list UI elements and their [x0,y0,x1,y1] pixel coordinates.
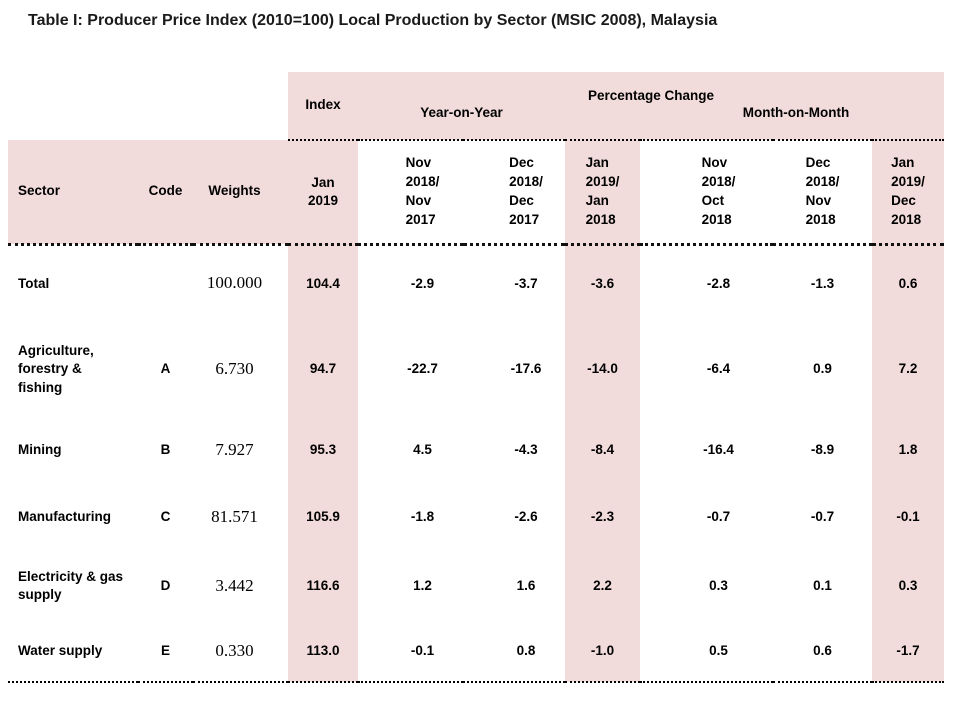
sector-cell: Agriculture, forestry & fishing [18,343,94,395]
mom-cell: 0.5 [640,622,773,683]
index-cell: 95.3 [288,417,358,484]
yoy-cell: -2.3 [565,484,640,550]
percentage-change-group-header: Percentage Change Year-on-Year Month-on-… [358,72,945,141]
weights-cell: 81.571 [211,506,258,526]
yoy-cell: 0.8 [463,622,565,683]
sector-cell: Electricity & gas supply [18,568,124,602]
sector-cell: Total [18,275,50,291]
mom-cell: 0.6 [773,622,872,683]
table-row-total: Total 100.000 104.4 -2.9 -3.7 -3.6 -2.8 … [8,244,945,322]
yoy-cell: 1.2 [413,577,432,593]
index-cell: 104.4 [288,244,358,322]
table-row-agriculture: Agriculture, forestry & fishing A 6.730 … [8,322,945,417]
yoy-cell: -14.0 [565,322,640,417]
mom-cell: 0.1 [813,577,832,593]
yoy-cell: -1.8 [410,508,435,524]
col-header-mom-jan: Jan 2019/ Dec 2018 [872,140,945,246]
yoy-cell: -17.6 [510,361,542,377]
sector-cell: Mining [18,442,62,458]
yoy-cell: -3.7 [514,275,538,291]
weights-cell: 3.442 [215,575,254,595]
mom-cell: -8.9 [810,442,835,458]
table-row-water: Water supply E 0.330 113.0 -0.1 0.8 -1.0… [8,622,945,683]
yoy-cell: -2.9 [410,275,435,291]
col-header-sector: Sector [8,140,138,246]
mom-cell: 0.6 [872,244,945,322]
table-row-manufacturing: Manufacturing C 81.571 105.9 -1.8 -2.6 -… [8,484,945,550]
col-header-code: Code [138,140,193,246]
weights-cell: 0.330 [193,622,288,683]
sector-cell: Water supply [8,622,138,683]
code-cell: D [160,577,171,593]
weights-cell: 6.730 [215,359,254,379]
index-cell: 113.0 [288,622,358,683]
mom-cell: 1.8 [872,417,945,484]
column-header-row: Sector Code Weights Jan 2019 Nov 2018/ N… [8,140,945,246]
code-cell: C [160,508,171,524]
col-header-mom-dec: Dec 2018/ Nov 2018 [773,140,872,246]
mom-cell: 7.2 [872,322,945,417]
sector-cell: Manufacturing [18,508,111,524]
year-on-year-label: Year-on-Year [420,105,503,121]
mom-cell: -0.7 [810,508,835,524]
col-header-mom-nov: Nov 2018/ Oct 2018 [640,140,773,246]
yoy-cell: -4.3 [514,442,538,458]
weights-cell: 7.927 [215,440,254,460]
col-header-yoy-nov: Nov 2018/ Nov 2017 [358,140,463,246]
code-cell: A [160,361,171,377]
mom-cell: -16.4 [703,442,734,458]
yoy-cell: -3.6 [565,244,640,322]
mom-cell: -0.7 [706,508,731,524]
header-group-row: Index Percentage Change Year-on-Year Mon… [8,72,945,141]
mom-cell: 0.3 [709,577,728,593]
index-cell: 116.6 [288,550,358,622]
mom-cell: -2.8 [706,275,731,291]
index-cell: 105.9 [288,484,358,550]
yoy-cell: -1.0 [565,622,640,683]
index-group-header: Index [288,72,358,141]
header-spacer [8,72,288,140]
mom-cell: -1.7 [872,622,945,683]
col-header-yoy-jan: Jan 2019/ Jan 2018 [565,140,640,246]
yoy-cell: 2.2 [565,550,640,622]
percentage-change-label: Percentage Change [588,87,715,103]
ppi-table: Index Percentage Change Year-on-Year Mon… [8,72,945,683]
col-header-weights: Weights [193,140,288,246]
mom-cell: -1.3 [810,275,835,291]
page-title: Table I: Producer Price Index (2010=100)… [28,12,718,29]
mom-cell: 0.9 [813,361,832,377]
table-row-mining: Mining B 7.927 95.3 4.5 -4.3 -8.4 -16.4 … [8,417,945,484]
code-cell [138,244,193,322]
mom-cell: 0.3 [872,550,945,622]
yoy-cell: -0.1 [358,622,463,683]
code-cell: E [138,622,193,683]
yoy-cell: 4.5 [413,442,432,458]
col-header-index-jan2019: Jan 2019 [288,140,358,246]
yoy-cell: -22.7 [407,361,438,377]
yoy-cell: -8.4 [565,417,640,484]
yoy-cell: -2.6 [514,508,538,524]
mom-cell: -0.1 [872,484,945,550]
mom-cell: -6.4 [706,361,731,377]
month-on-month-label: Month-on-Month [742,105,850,121]
index-cell: 94.7 [288,322,358,417]
table-row-electricity: Electricity & gas supply D 3.442 116.6 1… [8,550,945,622]
code-cell: B [160,442,171,458]
weights-cell: 100.000 [206,273,263,293]
yoy-cell: 1.6 [516,577,536,593]
col-header-yoy-dec: Dec 2018/ Dec 2017 [463,140,565,246]
